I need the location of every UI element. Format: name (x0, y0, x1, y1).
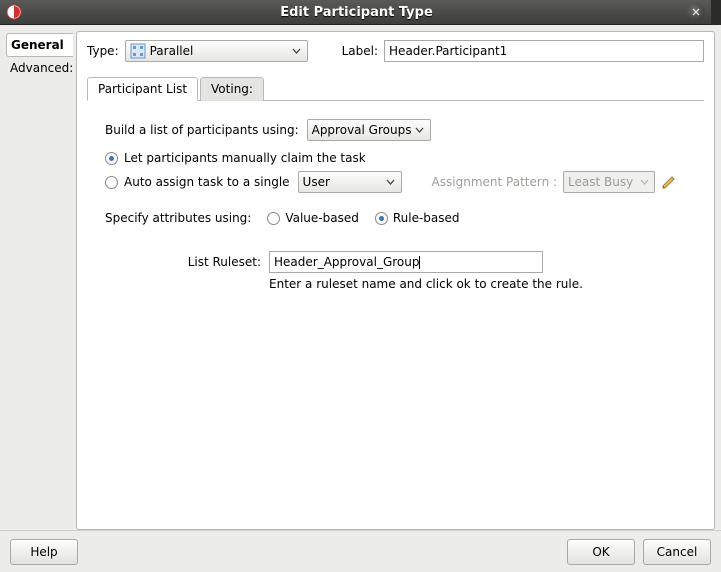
list-ruleset-value: Header_Approval_Group (274, 255, 419, 269)
cancel-button[interactable]: Cancel (643, 539, 711, 565)
chevron-down-icon (412, 127, 428, 133)
auto-assign-target-value: User (303, 175, 330, 189)
tab-participant-list[interactable]: Participant List (87, 77, 198, 101)
radio-auto-assign[interactable] (105, 176, 118, 189)
specify-attributes-label: Specify attributes using: (105, 211, 251, 225)
dialog-button-bar: Help OK Cancel (0, 530, 721, 572)
side-tabs: General Advanced: (6, 31, 72, 530)
type-label: Type: (87, 44, 119, 58)
text-cursor (419, 256, 420, 269)
app-icon (6, 4, 22, 20)
radio-rule-based[interactable] (375, 212, 388, 225)
chevron-down-icon (383, 179, 399, 185)
build-list-label: Build a list of participants using: (105, 123, 299, 137)
content-panel: Type: Parallel Label: Participant List V… (76, 31, 715, 530)
type-select[interactable]: Parallel (125, 40, 308, 62)
list-ruleset-label: List Ruleset: (105, 251, 261, 269)
build-list-value: Approval Groups (312, 123, 412, 137)
tab-voting[interactable]: Voting: (200, 77, 264, 101)
list-ruleset-hint: Enter a ruleset name and click ok to cre… (269, 277, 583, 291)
radio-value-based[interactable] (267, 212, 280, 225)
label-label: Label: (342, 44, 378, 58)
pencil-icon[interactable] (661, 174, 677, 190)
chevron-down-icon (289, 48, 305, 54)
tab-content-participant-list: Build a list of participants using: Appr… (87, 101, 704, 311)
inner-tabs: Participant List Voting: (87, 76, 704, 101)
radio-manual-claim-label: Let participants manually claim the task (124, 151, 366, 165)
chevron-down-icon (636, 179, 652, 185)
assignment-pattern-value: Least Busy (568, 175, 633, 189)
help-button[interactable]: Help (10, 539, 78, 565)
parallel-icon (130, 43, 146, 59)
type-value: Parallel (150, 44, 194, 58)
title-bar: Edit Participant Type (0, 0, 721, 25)
build-list-select[interactable]: Approval Groups (307, 119, 431, 141)
radio-value-based-label: Value-based (285, 211, 359, 225)
radio-manual-claim[interactable] (105, 152, 118, 165)
window-title: Edit Participant Type (26, 5, 687, 20)
titlebar-corner (711, 0, 721, 25)
side-tab-advanced[interactable]: Advanced: (6, 57, 72, 79)
list-ruleset-input[interactable]: Header_Approval_Group (269, 251, 543, 273)
radio-rule-based-label: Rule-based (393, 211, 460, 225)
assignment-pattern-select: Least Busy (563, 171, 655, 193)
assignment-pattern-label: Assignment Pattern : (432, 175, 558, 189)
auto-assign-target-select[interactable]: User (298, 171, 402, 193)
side-tab-general[interactable]: General (6, 33, 73, 57)
ok-button[interactable]: OK (567, 539, 635, 565)
label-input[interactable] (384, 40, 704, 62)
close-icon[interactable] (687, 3, 705, 21)
radio-auto-assign-label: Auto assign task to a single (124, 175, 290, 189)
